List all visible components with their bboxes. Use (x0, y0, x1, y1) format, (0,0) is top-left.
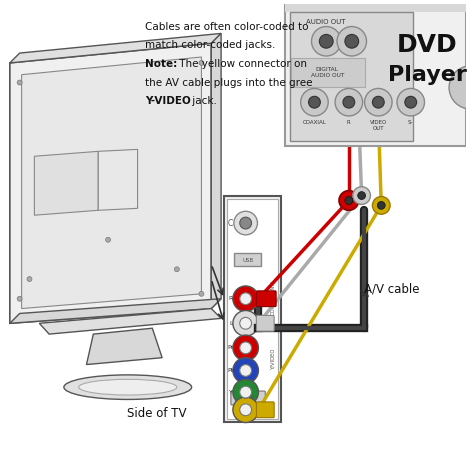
Text: USB: USB (242, 258, 253, 263)
Circle shape (233, 397, 258, 423)
Text: Pr: Pr (228, 345, 234, 350)
Text: AUDIO OUT: AUDIO OUT (307, 19, 346, 25)
Circle shape (339, 191, 359, 210)
Circle shape (373, 197, 390, 214)
Polygon shape (211, 34, 221, 309)
Circle shape (240, 293, 252, 305)
Circle shape (353, 187, 371, 204)
Bar (234, 252, 261, 266)
Text: COAXIAL: COAXIAL (302, 120, 326, 125)
Bar (227, 198, 278, 419)
Text: COMPONENT/: COMPONENT/ (271, 280, 276, 315)
Circle shape (449, 66, 474, 109)
Bar (285, 4, 466, 12)
Text: S-: S- (408, 120, 413, 125)
FancyBboxPatch shape (256, 291, 276, 306)
Text: Pb: Pb (227, 368, 235, 373)
Circle shape (358, 192, 365, 199)
Text: match color-coded jacks.: match color-coded jacks. (146, 40, 276, 50)
Circle shape (301, 89, 328, 116)
Text: R: R (229, 296, 233, 301)
Bar (291, 58, 365, 88)
Circle shape (397, 89, 425, 116)
Polygon shape (10, 34, 221, 63)
Polygon shape (10, 299, 221, 323)
Circle shape (233, 311, 258, 336)
Text: L: L (229, 321, 233, 326)
Bar (290, 12, 413, 141)
Circle shape (373, 96, 384, 108)
Circle shape (234, 211, 257, 235)
Circle shape (240, 342, 252, 354)
Text: Y: Y (229, 390, 233, 395)
Circle shape (106, 237, 110, 242)
Circle shape (309, 96, 320, 108)
FancyBboxPatch shape (231, 391, 265, 405)
Circle shape (240, 386, 252, 398)
Text: DVD: DVD (397, 33, 458, 57)
Circle shape (240, 365, 252, 376)
Circle shape (199, 60, 204, 65)
Circle shape (240, 317, 252, 329)
Text: A/V cable: A/V cable (364, 282, 419, 296)
Circle shape (233, 286, 258, 311)
Text: Cables are often color-coded to: Cables are often color-coded to (146, 22, 309, 32)
Circle shape (319, 35, 333, 48)
Text: Y-VIDEO: Y-VIDEO (146, 96, 191, 106)
Ellipse shape (64, 375, 191, 400)
Text: Y/VIDEO: Y/VIDEO (271, 348, 276, 369)
Text: C: C (228, 218, 233, 227)
Circle shape (335, 89, 363, 116)
Circle shape (27, 276, 32, 281)
FancyBboxPatch shape (256, 316, 274, 331)
Circle shape (233, 335, 258, 360)
Circle shape (199, 291, 204, 296)
Circle shape (17, 80, 22, 85)
Circle shape (345, 35, 359, 48)
Text: HDMI: HDMI (240, 395, 255, 400)
Polygon shape (39, 309, 221, 334)
Circle shape (365, 89, 392, 116)
FancyBboxPatch shape (256, 402, 274, 418)
Circle shape (240, 217, 252, 229)
Polygon shape (86, 328, 162, 365)
Text: R: R (347, 120, 351, 125)
Text: the AV cable plugs into the gree: the AV cable plugs into the gree (146, 78, 313, 88)
Polygon shape (35, 151, 98, 215)
Text: DIGITAL
AUDIO OUT: DIGITAL AUDIO OUT (310, 67, 344, 78)
Text: Side of TV: Side of TV (128, 407, 187, 420)
Circle shape (174, 267, 179, 271)
Text: Player: Player (388, 64, 467, 85)
Polygon shape (10, 43, 211, 323)
Text: The yellow connector on: The yellow connector on (176, 59, 307, 69)
Bar (224, 196, 281, 422)
Ellipse shape (79, 379, 177, 395)
Polygon shape (22, 57, 201, 309)
Polygon shape (98, 149, 137, 210)
Circle shape (345, 197, 353, 204)
Circle shape (311, 26, 341, 56)
Circle shape (233, 379, 258, 405)
Text: Note:: Note: (146, 59, 178, 69)
Circle shape (405, 96, 417, 108)
Circle shape (233, 358, 258, 383)
Circle shape (377, 202, 385, 209)
Bar (285, 4, 466, 147)
Circle shape (240, 404, 252, 416)
Circle shape (343, 96, 355, 108)
Text: VIDEO
OUT: VIDEO OUT (370, 120, 387, 131)
Circle shape (337, 26, 366, 56)
Text: jack.: jack. (189, 96, 217, 106)
Circle shape (17, 296, 22, 301)
